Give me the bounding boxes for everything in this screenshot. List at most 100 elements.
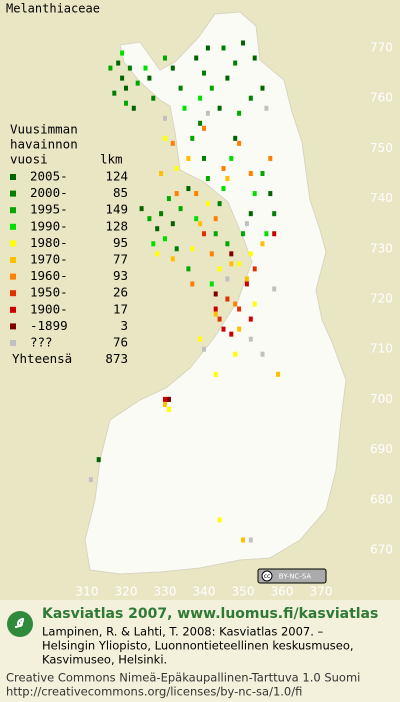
grid-cell: [198, 95, 203, 101]
grid-cell: [229, 331, 234, 337]
legend-count: 76: [113, 335, 128, 350]
grid-cell: [151, 95, 156, 101]
grid-cell: [88, 477, 93, 483]
grid-cell: [124, 85, 128, 91]
grid-cell: [163, 401, 167, 407]
grid-cell: [221, 326, 226, 332]
y-tick-label: 740: [370, 191, 393, 205]
grid-cell: [178, 85, 183, 91]
grid-cell: [205, 176, 210, 182]
grid-cell: [108, 65, 113, 71]
grid-cell: [143, 65, 148, 71]
grid-cell: [252, 266, 257, 272]
legend-swatch: [10, 323, 16, 330]
grid-cell: [190, 281, 195, 287]
citation: Helsingin Yliopisto, Luonnontieteellinen…: [42, 639, 354, 653]
grid-cell: [221, 45, 226, 51]
cc-badge-text: BY-NC-SA: [279, 573, 312, 581]
grid-cell: [229, 251, 234, 257]
grid-cell: [205, 110, 210, 116]
grid-cell: [252, 191, 257, 197]
grid-cell: [151, 241, 156, 247]
grid-cell: [202, 70, 206, 76]
cc-badge: cc BY-NC-SA: [257, 568, 327, 584]
grid-cell: [166, 396, 171, 402]
legend-swatch: [10, 306, 16, 313]
legend-label: 1900-: [30, 301, 68, 316]
grid-cell: [217, 316, 222, 322]
grid-cell: [260, 171, 265, 176]
grid-cell: [244, 281, 249, 287]
y-tick-label: 690: [370, 442, 393, 456]
grid-cell: [166, 406, 171, 412]
citation: Lampinen, R. & Lahti, T. 2008: Kasviatla…: [42, 625, 324, 639]
logo: [7, 611, 33, 637]
grid-cell: [237, 140, 242, 146]
legend-label: 2000-: [30, 185, 68, 200]
grid-cell: [96, 457, 101, 463]
y-tick-label: 670: [370, 543, 393, 557]
legend-label: 1960-: [30, 268, 68, 283]
grid-cell: [198, 120, 203, 126]
grid-cell: [194, 191, 199, 197]
legend-count: 17: [113, 301, 128, 316]
grid-cell: [213, 371, 218, 377]
legend-count: 95: [113, 235, 128, 250]
grid-cell: [248, 251, 253, 257]
legend-label: 1970-: [30, 252, 68, 267]
grid-cell: [272, 231, 277, 237]
x-tick-label: 360: [271, 585, 294, 599]
legend-count-header: lkm: [100, 152, 123, 167]
grid-cell: [268, 155, 273, 161]
grid-cell: [202, 125, 206, 131]
legend-count: 85: [113, 185, 128, 200]
grid-cell: [248, 316, 253, 322]
grid-cell: [202, 155, 206, 161]
grid-cell: [178, 206, 183, 212]
legend-count: 124: [105, 169, 128, 184]
grid-cell: [194, 55, 199, 61]
finland-outline: [84, 11, 347, 575]
grid-cell: [174, 191, 179, 197]
y-tick-label: 720: [370, 292, 393, 306]
grid-cell: [166, 196, 171, 202]
grid-cell: [135, 80, 140, 86]
grid-cell: [217, 201, 222, 207]
grid-cell: [248, 171, 253, 176]
grid-cell: [190, 135, 195, 141]
grid-cell: [163, 396, 167, 402]
grid-cell: [260, 85, 265, 91]
legend-count: 128: [105, 218, 128, 233]
grid-cell: [221, 186, 226, 192]
grid-cell: [209, 85, 214, 91]
license: Creative Commons Nimeä-Epäkaupallinen-Ta…: [6, 671, 360, 685]
y-tick-label: 710: [370, 342, 393, 356]
grid-cell: [213, 231, 218, 237]
grid-cell: [170, 140, 175, 146]
legend-count: 93: [113, 268, 128, 283]
legend-label: ???: [30, 335, 53, 350]
grid-cell: [229, 155, 234, 161]
grid-cell: [213, 216, 218, 222]
legend-swatch: [10, 223, 16, 230]
grid-cell: [155, 226, 160, 232]
grid-cell: [225, 75, 230, 81]
grid-cell: [233, 351, 238, 357]
grid-cell: [205, 201, 210, 207]
grid-cell: [237, 306, 242, 312]
grid-cell: [217, 266, 222, 272]
grid-cell: [248, 537, 253, 543]
grid-cell: [252, 55, 257, 61]
grid-cell: [174, 165, 179, 171]
legend-count: 77: [113, 252, 128, 267]
grid-cell: [264, 105, 269, 111]
grid-cell: [174, 246, 179, 252]
grid-cell: [241, 537, 245, 543]
x-tick-label: 370: [310, 585, 333, 599]
grid-cell: [248, 95, 253, 101]
grid-cell: [225, 276, 230, 282]
grid-cell: [170, 256, 175, 262]
grid-cell: [155, 251, 160, 257]
